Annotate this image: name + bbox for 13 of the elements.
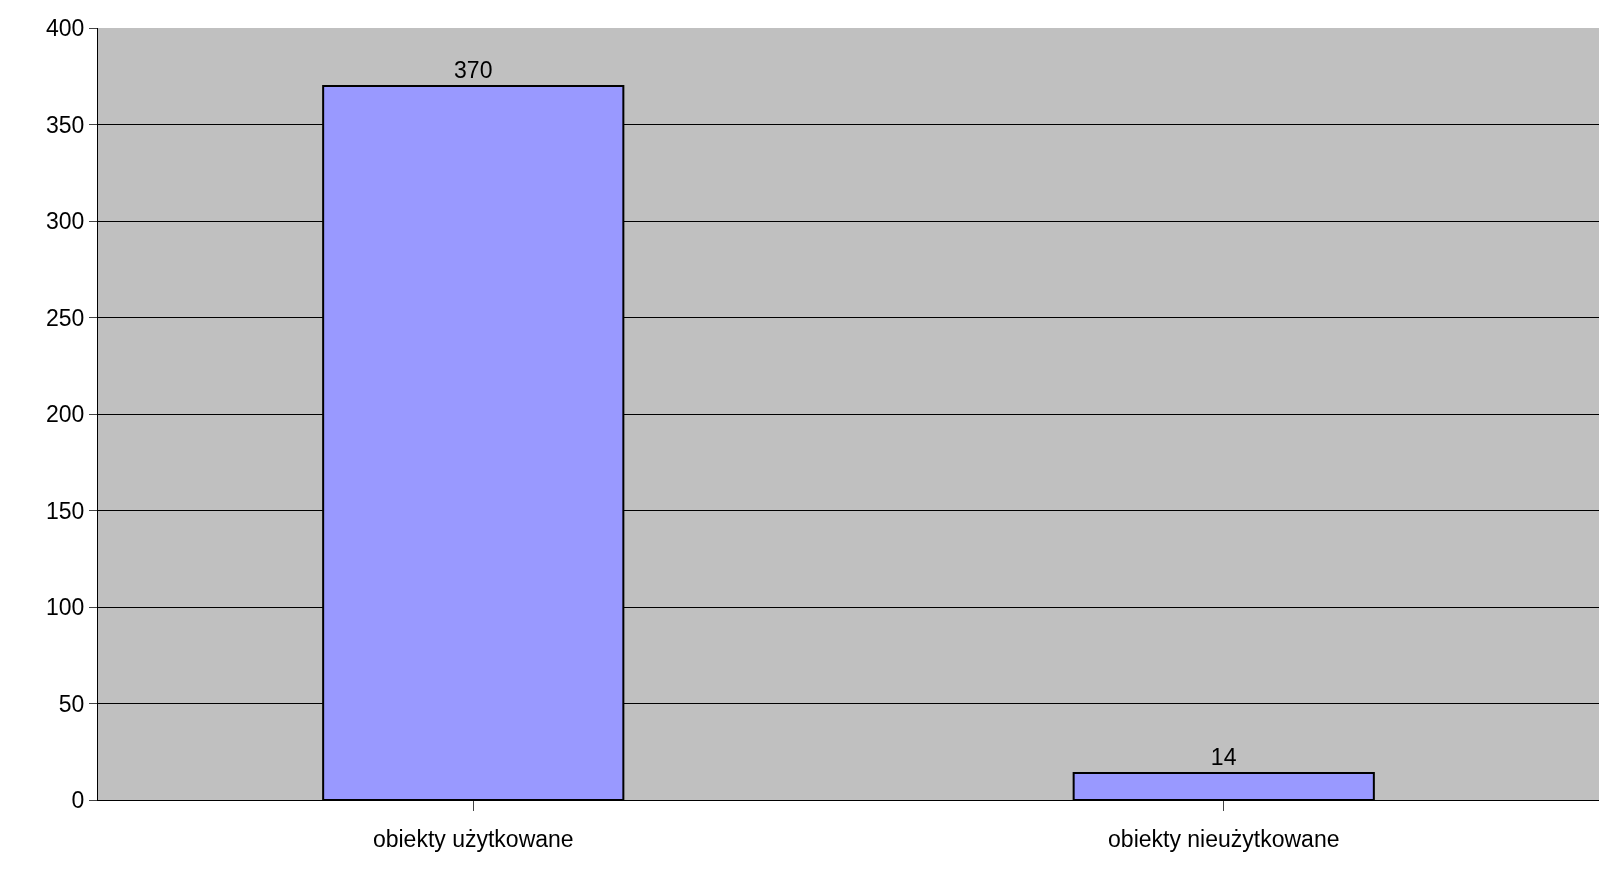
y-tick-label: 300 bbox=[46, 208, 85, 235]
y-tick-label: 0 bbox=[71, 787, 85, 814]
data-label: 370 bbox=[454, 56, 493, 83]
y-tick-label: 100 bbox=[46, 594, 85, 621]
x-tick-label: obiekty nieużytkowane bbox=[1108, 825, 1340, 852]
data-label: 14 bbox=[1210, 743, 1237, 770]
y-tick-label: 350 bbox=[46, 111, 85, 138]
x-tick-label: obiekty użytkowane bbox=[372, 825, 574, 852]
y-tick-label: 400 bbox=[46, 15, 85, 42]
y-tick-label: 150 bbox=[46, 497, 85, 524]
y-tick-label: 50 bbox=[58, 690, 85, 717]
y-tick-label: 200 bbox=[46, 401, 85, 428]
y-tick-label: 250 bbox=[46, 304, 85, 331]
